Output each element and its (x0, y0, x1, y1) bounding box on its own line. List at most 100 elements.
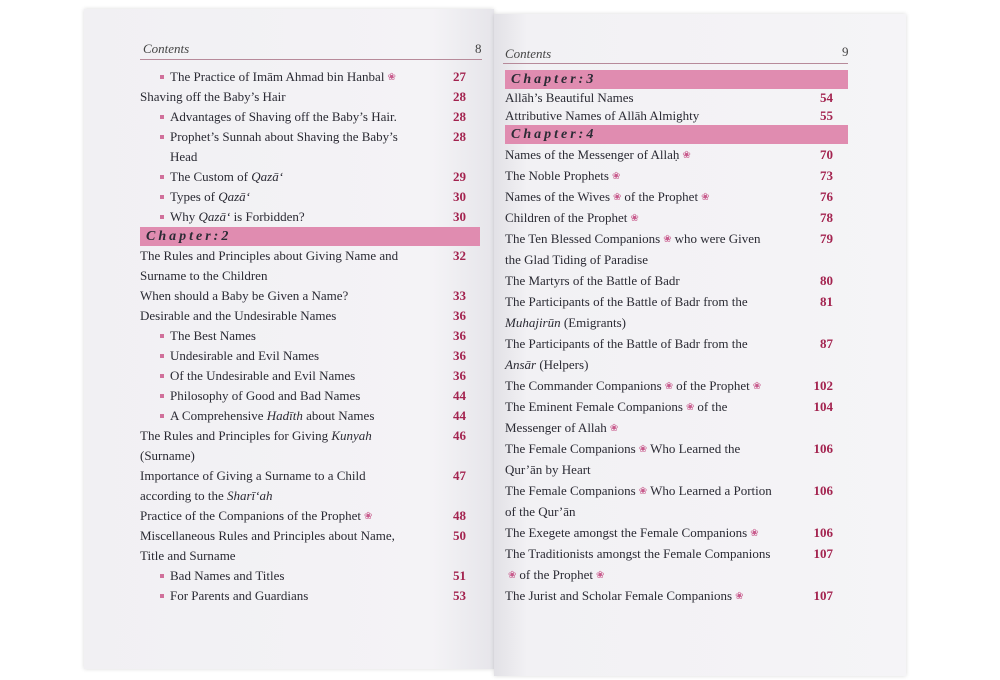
entry-line: according to the Sharī‘ah (140, 486, 466, 506)
toc-entry[interactable]: Importance of Giving a Surname to a Chil… (140, 466, 466, 506)
entry-line: Bad Names and Titles (140, 566, 466, 586)
toc-entry[interactable]: Names of the Wives ❀ of the Prophet ❀ 76 (505, 186, 833, 207)
page-number: 28 (453, 129, 466, 144)
toc-subentry[interactable]: A Comprehensive Hadīth about Names 44 (140, 406, 466, 426)
entry-text: The Noble Prophets (505, 168, 609, 183)
toc-entry[interactable]: The Participants of the Battle of Badr f… (505, 291, 833, 333)
toc-entry[interactable]: When should a Baby be Given a Name? 33 (140, 286, 466, 306)
honorific-icon: ❀ (508, 570, 517, 581)
toc-entry[interactable]: Allāh’s Beautiful Names 54 (505, 89, 833, 107)
toc-entry[interactable]: Desirable and the Undesirable Names 36 (140, 306, 466, 326)
honorific-icon: ❀ (596, 570, 605, 581)
toc-entry[interactable]: Names of the Messenger of Allaḥ ❀ 70 (505, 144, 833, 165)
page-number: 30 (453, 209, 466, 224)
page-number: 33 (453, 288, 466, 303)
toc-entry[interactable]: Attributive Names of Allāh Almighty 55 (505, 107, 833, 125)
entry-text: Muhajirūn (505, 315, 561, 330)
honorific-icon: ❀ (630, 213, 639, 224)
toc-entry[interactable]: The Traditionists amongst the Female Com… (505, 543, 833, 585)
toc-entry[interactable]: The Ten Blessed Companions ❀ who were Give… (505, 228, 833, 270)
toc-subentry[interactable]: Prophet’s Sunnah about Shaving the Baby’… (140, 127, 466, 167)
entry-text: Qazā‘ (251, 169, 284, 184)
toc-entry[interactable]: The Commander Companions ❀ of the Prophet ❀… (505, 375, 833, 396)
entry-text: The Jurist and Scholar Female Companions (505, 588, 733, 603)
toc-subentry[interactable]: For Parents and Guardians 53 (140, 586, 466, 606)
entry-line: of the Qur’ān (505, 501, 833, 522)
page-number: 47 (453, 468, 466, 483)
honorific-icon: ❀ (638, 486, 648, 497)
honorific-icon: ❀ (663, 234, 672, 245)
toc-entry[interactable]: The Martyrs of the Battle of Badr 80 (505, 270, 833, 291)
toc-subentry[interactable]: Philosophy of Good and Bad Names 44 (140, 386, 466, 406)
entry-line: Types of Qazā‘ (140, 187, 466, 207)
entry-line: the Glad Tiding of Paradise (505, 249, 833, 270)
toc-subentry[interactable]: The Practice of Imām Ahmad bin Hanbal ❀ 27 (140, 67, 466, 87)
entry-text: When should a Baby be Given a Name? (140, 288, 349, 303)
honorific-icon: ❀ (664, 381, 674, 392)
page-number: 106 (813, 525, 834, 540)
page-number: 53 (453, 588, 466, 603)
page-number: 81 (820, 294, 833, 309)
entry-line: Why Qazā‘ is Forbidden? (140, 207, 466, 227)
entry-text: The Participants of the Battle of Badr f… (505, 336, 748, 351)
entry-text: The Rules and Principles about Giving Na… (140, 248, 399, 263)
page-number: 32 (453, 248, 466, 263)
entry-text: about Names (302, 408, 375, 423)
right-page-number: 9 (842, 44, 849, 59)
toc-entry[interactable]: The Rules and Principles about Giving Na… (140, 246, 466, 286)
entry-text: The Female Companions (505, 441, 636, 456)
toc-subentry[interactable]: Why Qazā‘ is Forbidden? 30 (140, 207, 466, 227)
entry-line: Qur’ān by Heart (505, 459, 833, 480)
entry-text: Shaving off the Baby’s Hair (140, 89, 286, 104)
toc-entry[interactable]: The Noble Prophets ❀ 73 (505, 165, 833, 186)
entry-text: Bad Names and Titles (170, 568, 285, 583)
page-number: 27 (453, 69, 466, 84)
toc-entry[interactable]: Miscellaneous Rules and Principles about… (140, 526, 466, 566)
toc-subentry[interactable]: Advantages of Shaving off the Baby’s Hai… (140, 107, 466, 127)
toc-entry[interactable]: The Female Companions ❀ Who Learned a Port… (505, 480, 833, 522)
chapter-heading: Chapter:2 (140, 227, 480, 246)
page-number: 78 (820, 210, 833, 225)
page-number: 36 (453, 328, 466, 343)
toc-entry[interactable]: The Eminent Female Companions ❀ of the Mess… (505, 396, 833, 438)
honorific-icon: ❀ (750, 528, 759, 539)
entry-line: Surname to the Children (140, 266, 466, 286)
entry-line: The Traditionists amongst the Female Com… (505, 543, 833, 564)
entry-text: Names of the Wives (505, 189, 611, 204)
honorific-icon: ❀ (613, 192, 622, 203)
toc-entry[interactable]: The Rules and Principles for Giving Kuny… (140, 426, 466, 466)
page-number: 36 (453, 348, 466, 363)
toc-entry[interactable]: The Participants of the Battle of Badr f… (505, 333, 833, 375)
toc-subentry[interactable]: Types of Qazā‘ 30 (140, 187, 466, 207)
page-number: 106 (813, 441, 834, 456)
page-number: 51 (453, 568, 466, 583)
entry-line: Practice of the Companions of the Prophe… (140, 506, 466, 526)
entry-line: The Female Companions ❀ Who Learned a Port… (505, 480, 833, 501)
toc-section: Chapter:3 Allāh’s Beautiful Names 54 Attrib… (505, 70, 848, 125)
left-header-rule (140, 59, 482, 60)
toc-entry[interactable]: The Exegete amongst the Female Companion… (505, 522, 833, 543)
entry-line: Title and Surname (140, 546, 466, 566)
toc-subentry[interactable]: Bad Names and Titles 51 (140, 566, 466, 586)
honorific-icon: ❀ (638, 444, 648, 455)
toc-subentry[interactable]: The Best Names 36 (140, 326, 466, 346)
right-toc: Chapter:3 Allāh’s Beautiful Names 54 Attrib… (505, 70, 848, 606)
toc-subentry[interactable]: The Custom of Qazā‘ 29 (140, 167, 466, 187)
entry-text: Advantages of Shaving off the Baby’s Hai… (170, 109, 397, 124)
toc-entry[interactable]: Practice of the Companions of the Prophe… (140, 506, 466, 526)
toc-subentry[interactable]: Of the Undesirable and Evil Names 36 (140, 366, 466, 386)
entry-line: Of the Undesirable and Evil Names (140, 366, 466, 386)
entry-line: Importance of Giving a Surname to a Chil… (140, 466, 466, 486)
toc-section: Chapter:4 Names of the Messenger of Allaḥ… (505, 125, 848, 606)
toc-entry[interactable]: The Jurist and Scholar Female Companions… (505, 585, 833, 606)
honorific-icon: ❀ (701, 192, 710, 203)
toc-entry[interactable]: The Female Companions ❀ Who Learned the Qur… (505, 438, 833, 480)
toc-subentry[interactable]: Undesirable and Evil Names 36 (140, 346, 466, 366)
toc-entry[interactable]: Children of the Prophet ❀ 78 (505, 207, 833, 228)
entry-text: Desirable and the Undesirable Names (140, 308, 337, 323)
entry-text: the Glad Tiding of Paradise (505, 252, 648, 267)
entry-text: Miscellaneous Rules and Principles about… (140, 528, 395, 543)
page-number: 107 (813, 588, 834, 603)
right-header-rule (503, 63, 848, 64)
toc-entry[interactable]: Shaving off the Baby’s Hair 28 (140, 87, 466, 107)
